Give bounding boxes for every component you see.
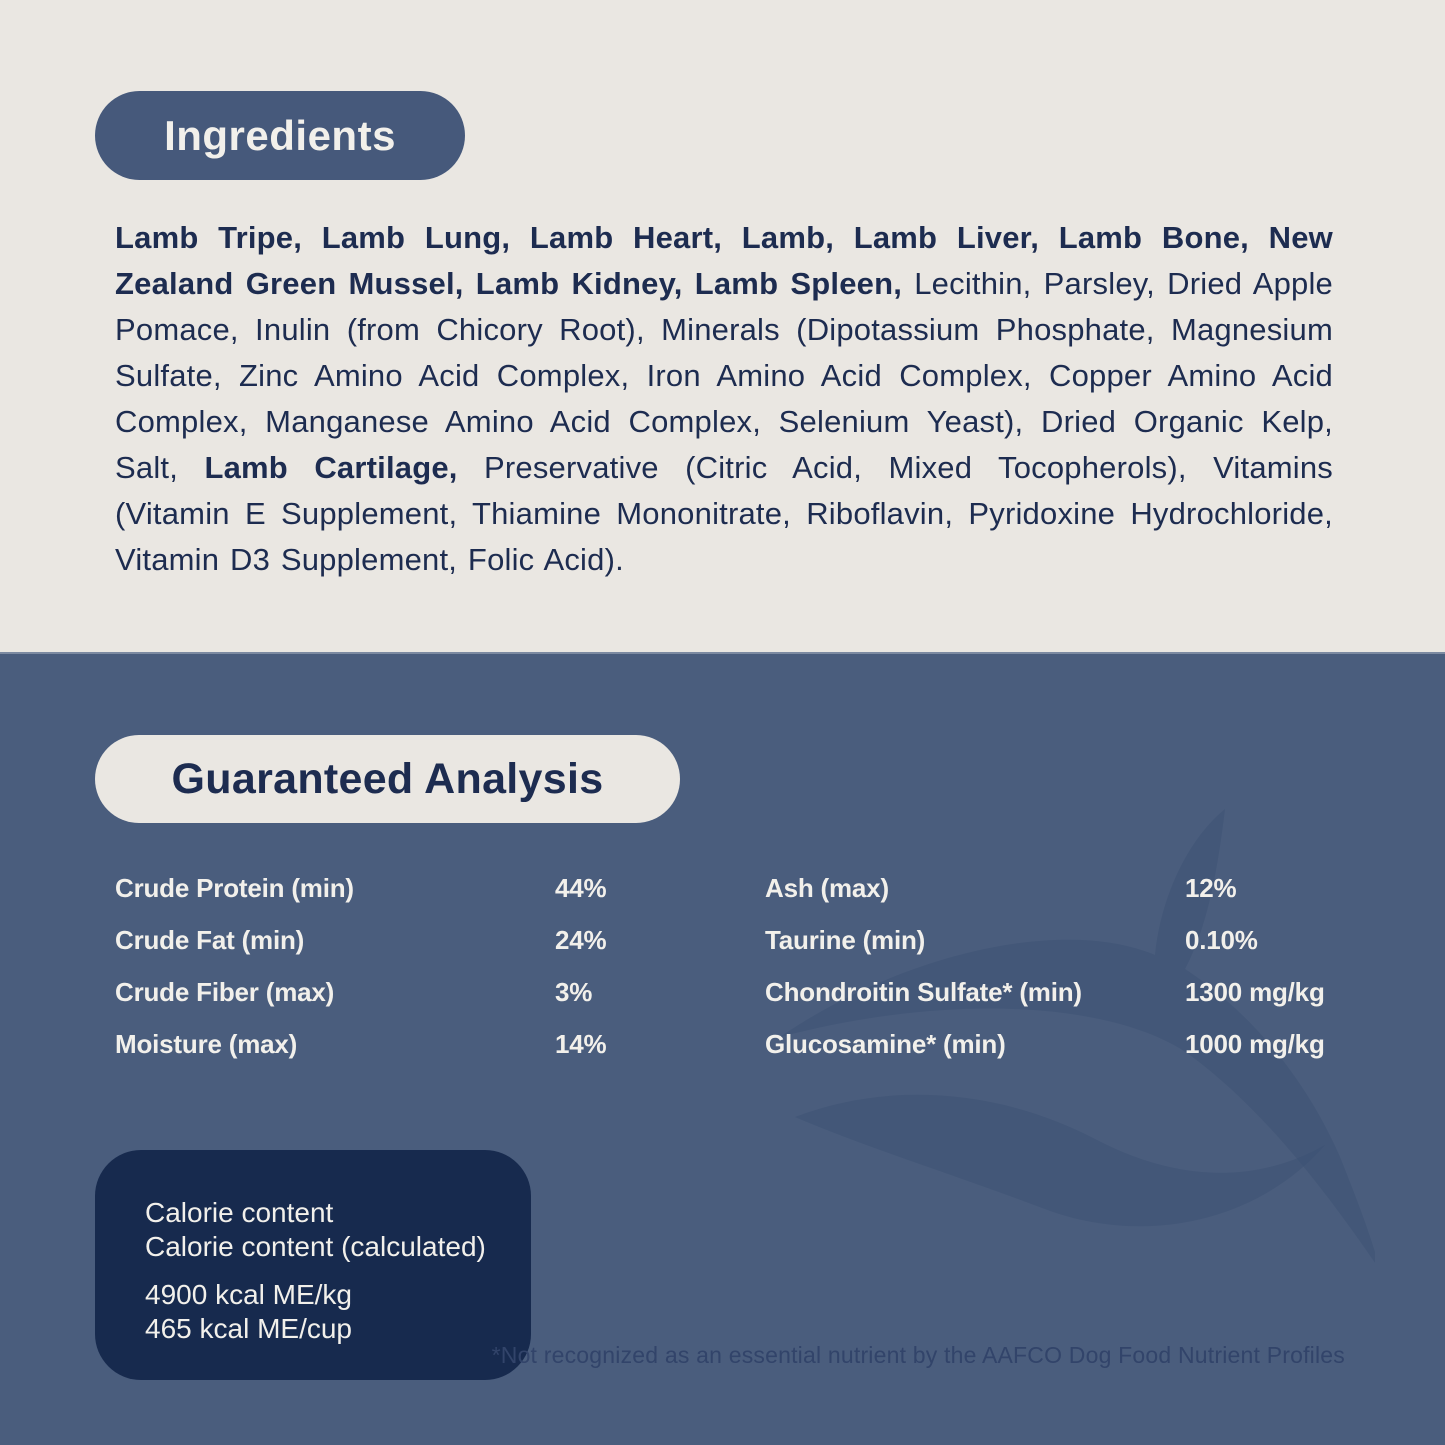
ga-left-column: Crude Protein (min) 44% Crude Fat (min) … [115, 862, 735, 1070]
ga-value: 44% [555, 872, 607, 903]
ga-label: Moisture (max) [115, 1028, 298, 1059]
ingredients-middle: Lecithin, Parsley, Dried Apple Pomace, I… [115, 266, 1333, 485]
ingredients-title: Ingredients [164, 111, 396, 159]
ga-value: 24% [555, 924, 607, 955]
ga-right-column: Ash (max) 12% Taurine (min) 0.10% Chondr… [765, 862, 1345, 1070]
ga-label: Crude Protein (min) [115, 872, 354, 903]
ingredients-bold-cartilage: Lamb Cartilage, [204, 450, 458, 485]
table-row: Crude Protein (min) 44% [115, 862, 735, 914]
ga-value: 1000 mg/kg [1185, 1028, 1325, 1059]
calorie-line-2: Calorie content (calculated) [145, 1231, 486, 1262]
table-row: Chondroitin Sulfate* (min) 1300 mg/kg [765, 966, 1345, 1018]
ga-value: 0.10% [1185, 924, 1258, 955]
guaranteed-analysis-title-pill: Guaranteed Analysis [95, 735, 680, 823]
calorie-gap [145, 1264, 531, 1278]
ingredients-title-pill: Ingredients [95, 91, 465, 180]
ingredients-section: Ingredients Lamb Tripe, Lamb Lung, Lamb … [0, 0, 1445, 652]
ga-value: 1300 mg/kg [1185, 976, 1325, 1007]
aafco-footnote: *Not recognized as an essential nutrient… [491, 1342, 1345, 1368]
ingredients-tail: Preservative (Citric Acid, Mixed Tocophe… [115, 450, 1334, 577]
table-row: Moisture (max) 14% [115, 1018, 735, 1070]
ingredients-bold-lead: Lamb Tripe, Lamb Lung, Lamb Heart, Lamb,… [115, 220, 1333, 301]
ga-label: Glucosamine* (min) [765, 1028, 1006, 1059]
ga-value: 3% [555, 976, 593, 1007]
ga-label: Ash (max) [765, 872, 889, 903]
ga-label: Crude Fat (min) [115, 924, 305, 955]
table-row: Taurine (min) 0.10% [765, 914, 1345, 966]
calorie-content-box: Calorie content Calorie content (calcula… [95, 1150, 531, 1380]
table-row: Ash (max) 12% [765, 862, 1345, 914]
guaranteed-analysis-title: Guaranteed Analysis [171, 754, 604, 803]
ga-value: 14% [555, 1028, 607, 1059]
calorie-line-1: Calorie content [145, 1197, 334, 1228]
guaranteed-analysis-section: Guaranteed Analysis Crude Protein (min) … [0, 652, 1445, 1445]
ga-label: Taurine (min) [765, 924, 926, 955]
table-row: Crude Fiber (max) 3% [115, 966, 735, 1018]
calorie-line-3: 4900 kcal ME/kg [145, 1279, 352, 1310]
ga-value: 12% [1185, 872, 1237, 903]
section-divider [0, 652, 1445, 654]
table-row: Glucosamine* (min) 1000 mg/kg [765, 1018, 1345, 1070]
table-row: Crude Fat (min) 24% [115, 914, 735, 966]
calorie-line-4: 465 kcal ME/cup [145, 1313, 352, 1344]
ingredients-text: Lamb Tripe, Lamb Lung, Lamb Heart, Lamb,… [115, 215, 1333, 583]
ga-label: Chondroitin Sulfate* (min) [765, 976, 1082, 1007]
ga-label: Crude Fiber (max) [115, 976, 335, 1007]
